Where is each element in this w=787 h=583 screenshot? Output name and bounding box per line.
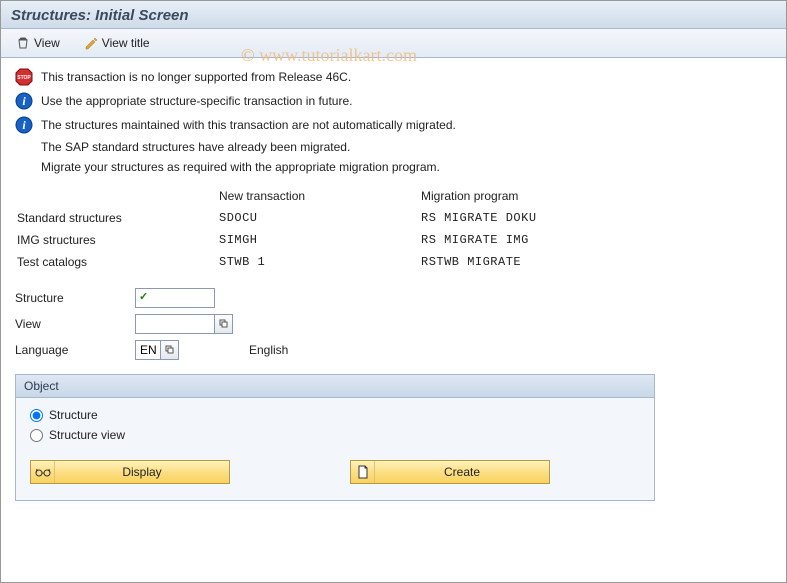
view-button[interactable]: View [9, 33, 67, 53]
view-field-row: View [15, 314, 772, 334]
table-row: Test catalogs STWB 1 RSTWB MIGRATE [17, 252, 621, 272]
content-area: STOP This transaction is no longer suppo… [1, 58, 786, 511]
row-label: Test catalogs [17, 252, 217, 272]
page-title: Structures: Initial Screen [11, 7, 776, 24]
row-label: IMG structures [17, 230, 217, 250]
message-plain-2: Migrate your structures as required with… [41, 160, 772, 174]
f4-icon [219, 319, 229, 329]
groupbox-title: Object [16, 375, 654, 398]
message-info-2: i The structures maintained with this tr… [15, 116, 772, 134]
row-label: Standard structures [17, 208, 217, 228]
radio-structure-view-label: Structure view [49, 428, 125, 442]
language-input[interactable] [135, 340, 161, 360]
stop-icon: STOP [15, 68, 33, 86]
table-row: Standard structures SDOCU RS MIGRATE DOK… [17, 208, 621, 228]
row-prog: RS MIGRATE IMG [421, 230, 621, 250]
structure-input[interactable] [135, 288, 215, 308]
svg-text:STOP: STOP [17, 75, 31, 81]
table-header-row: New transaction Migration program [17, 186, 621, 206]
groupbox-body: Structure Structure view Display Creat [16, 398, 654, 500]
document-icon [351, 461, 375, 483]
message-info-1-text: Use the appropriate structure-specific t… [41, 94, 352, 108]
radio-structure-view[interactable] [30, 429, 43, 442]
structure-label: Structure [15, 291, 135, 305]
message-plain-1: The SAP standard structures have already… [41, 140, 772, 154]
create-button[interactable]: Create [350, 460, 550, 484]
message-info-2-text: The structures maintained with this tran… [41, 118, 456, 132]
view-title-button[interactable]: View title [77, 33, 157, 53]
info-icon: i [15, 116, 33, 134]
radio-structure-view-row: Structure view [30, 428, 640, 442]
header-migration-program: Migration program [421, 186, 621, 206]
application-toolbar: View View title [1, 29, 786, 58]
row-tx: SIMGH [219, 230, 419, 250]
view-f4-button[interactable] [215, 314, 233, 334]
view-title-button-label: View title [102, 36, 150, 50]
pencil-icon [84, 36, 98, 50]
view-button-label: View [34, 36, 60, 50]
table-row: IMG structures SIMGH RS MIGRATE IMG [17, 230, 621, 250]
row-prog: RS MIGRATE DOKU [421, 208, 621, 228]
display-button[interactable]: Display [30, 460, 230, 484]
f4-icon [165, 345, 175, 355]
display-button-label: Display [55, 465, 229, 479]
title-bar: Structures: Initial Screen [1, 1, 786, 29]
message-stop-text: This transaction is no longer supported … [41, 70, 351, 84]
radio-structure-label: Structure [49, 408, 98, 422]
view-label: View [15, 317, 135, 331]
language-f4-button[interactable] [161, 340, 179, 360]
language-text: English [249, 343, 288, 357]
glasses-icon [31, 461, 55, 483]
row-prog: RSTWB MIGRATE [421, 252, 621, 272]
header-new-transaction: New transaction [219, 186, 419, 206]
create-button-label: Create [375, 465, 549, 479]
language-label: Language [15, 343, 135, 357]
button-row: Display Create [30, 460, 640, 484]
language-field-row: Language English [15, 340, 772, 360]
structure-field-row: Structure ✓ [15, 288, 772, 308]
radio-structure-row: Structure [30, 408, 640, 422]
message-stop: STOP This transaction is no longer suppo… [15, 68, 772, 86]
object-groupbox: Object Structure Structure view Display [15, 374, 655, 501]
radio-structure[interactable] [30, 409, 43, 422]
view-input[interactable] [135, 314, 215, 334]
trash-icon [16, 36, 30, 50]
row-tx: SDOCU [219, 208, 419, 228]
row-tx: STWB 1 [219, 252, 419, 272]
info-icon: i [15, 92, 33, 110]
migration-table: New transaction Migration program Standa… [15, 184, 623, 274]
message-info-1: i Use the appropriate structure-specific… [15, 92, 772, 110]
